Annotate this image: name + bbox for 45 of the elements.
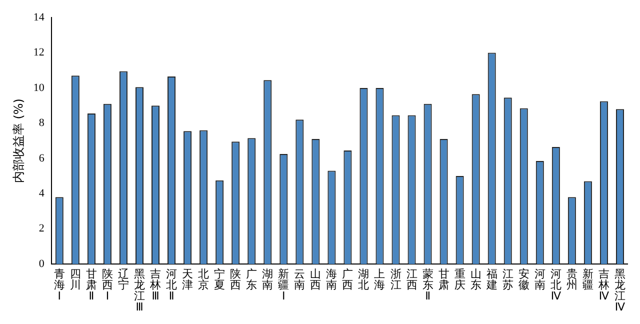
x-tick-label: 湖北 [358,267,370,292]
x-tick-label: 黑龙江Ⅳ [614,267,626,314]
y-axis-title: 内部收益率 (%) [11,98,26,184]
x-tick-label: 青海Ⅰ [54,267,65,302]
x-tick-label: 贵州 [566,267,578,292]
x-tick-label: 新疆Ⅰ [278,267,290,302]
x-tick-label: 山西 [310,267,322,292]
x-tick-label: 河南 [534,267,546,292]
x-tick-label: 新疆 [582,267,594,292]
x-tick-label: 陕西 [230,267,242,292]
x-tick-label: 重庆 [454,267,466,292]
x-tick-label: 广西 [342,267,354,292]
y-tick-label: 12 [33,46,44,59]
x-tick-label: 广东 [246,267,258,292]
x-tick-label: 吉林Ⅳ [597,267,610,302]
x-tick-label: 江西 [406,267,418,292]
x-tick-label: 江苏 [502,267,514,292]
x-tick-label: 甘肃 [438,267,450,292]
x-tick-label: 北京 [198,267,210,292]
x-tick-label: 安徽 [518,267,530,292]
x-tick-label: 上海 [374,267,386,292]
x-tick-label: 陕西Ⅰ [102,267,113,302]
y-tick-label: 14 [33,11,45,24]
x-tick-label: 宁夏 [214,267,226,292]
x-tick-label: 黑龙江Ⅲ [134,267,145,314]
x-tick-label: 福建 [485,267,498,292]
x-tick-label: 天津 [182,267,194,292]
x-tick-label: 四川 [70,267,81,292]
x-tick-label: 辽宁 [118,267,129,292]
x-tick-label: 河北Ⅳ [550,267,562,302]
x-tick-label: 河北Ⅱ [166,267,178,302]
y-tick-label: 6 [38,152,45,164]
x-tick-label: 山东 [470,267,482,292]
x-tick-label: 吉林Ⅲ [149,267,162,302]
x-tick-label: 浙江 [390,267,402,292]
y-tick-label: 8 [38,117,45,130]
y-tick-label: 0 [38,258,45,270]
x-tick-label: 海南 [326,267,338,292]
y-tick-label: 4 [38,187,45,200]
x-tick-label: 甘肃Ⅱ [86,267,97,302]
y-tick-label: 2 [38,222,44,235]
x-tick-label: 云南 [294,267,306,292]
x-tick-label: 蒙东Ⅱ [422,267,434,302]
y-tick-label: 10 [33,82,45,94]
x-tick-label: 湖南 [262,267,274,292]
